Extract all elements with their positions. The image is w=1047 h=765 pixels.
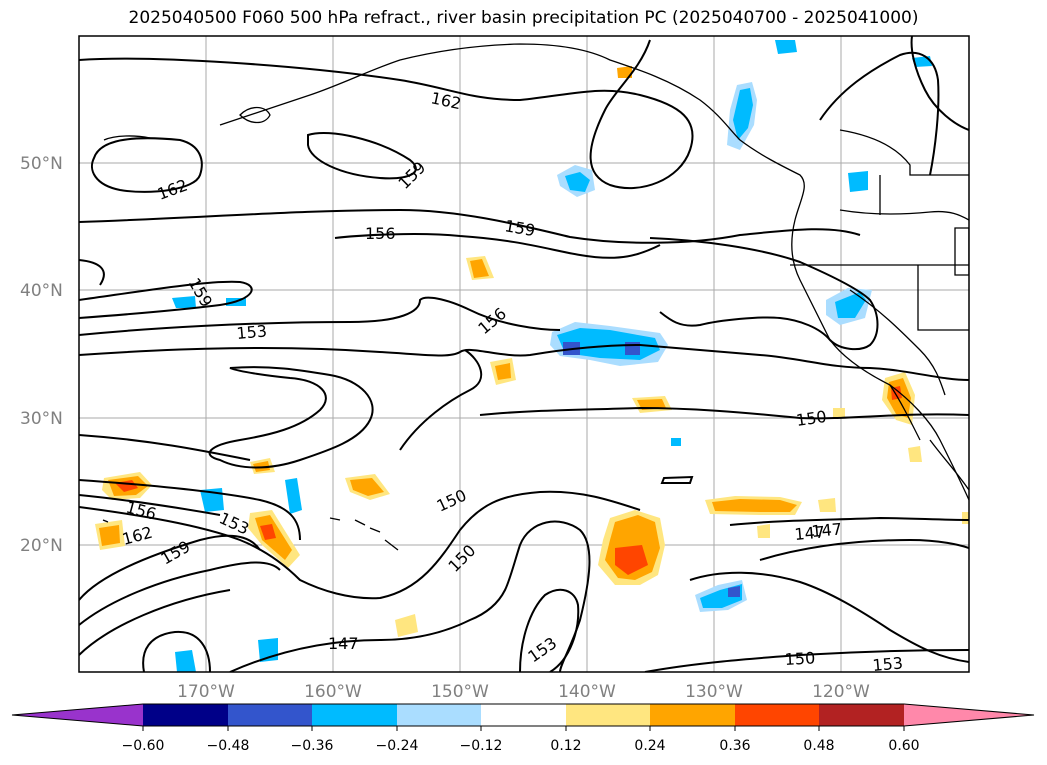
longitude-labels: 170°W 160°W 150°W 140°W 130°W 120°W (177, 682, 870, 702)
lat-label: 50°N (20, 154, 63, 174)
contour-label: 156 (365, 224, 396, 243)
map-frame (78, 35, 970, 673)
contour-label: 153 (236, 321, 268, 343)
refractivity-contours (79, 36, 969, 672)
colorbar-segment (228, 704, 312, 726)
colorbar-segment (481, 704, 566, 726)
figure-title: 2025040500 F060 500 hPa refract., river … (128, 8, 919, 28)
colorbar-segment (735, 704, 819, 726)
map-area (79, 36, 969, 672)
colorbar-segment (143, 704, 228, 726)
colorbar (11, 703, 1035, 731)
lat-label: 30°N (20, 409, 63, 429)
contour-label: 150 (795, 407, 828, 430)
colorbar-segment (312, 704, 397, 726)
colorbar-segment (650, 704, 735, 726)
colorbar-extend-low (12, 704, 143, 726)
precip-anomaly-fills (95, 40, 969, 672)
colorbar-tick-label: 0.60 (888, 738, 919, 754)
contour-label: 150 (784, 648, 815, 669)
colorbar-tick-label: −0.36 (291, 738, 334, 754)
lon-label: 160°W (304, 682, 362, 702)
contour-label: 147 (811, 519, 843, 541)
colorbar-segment (397, 704, 481, 726)
lat-label: 20°N (20, 536, 63, 556)
lon-label: 130°W (685, 682, 743, 702)
lon-label: 150°W (431, 682, 489, 702)
colorbar-tick-label: 0.12 (550, 738, 581, 754)
colorbar-tick-label: 0.48 (803, 738, 834, 754)
latitude-labels: 50°N 40°N 30°N 20°N (20, 154, 63, 556)
colorbar-tick-label: −0.24 (376, 738, 419, 754)
colorbar-segment (566, 704, 650, 726)
lon-label: 170°W (177, 682, 235, 702)
colorbar-segment (819, 704, 904, 726)
lon-label: 140°W (558, 682, 616, 702)
colorbar-tick-label: −0.60 (122, 738, 165, 754)
lon-label: 120°W (812, 682, 870, 702)
colorbar-tick-label: 0.36 (719, 738, 750, 754)
colorbar-tick-label: 0.24 (634, 738, 665, 754)
colorbar-tick-label: −0.12 (460, 738, 503, 754)
colorbar-extend-high (904, 704, 1034, 726)
colorbar-ticks: −0.60 −0.48 −0.36 −0.24 −0.12 0.12 0.24 … (122, 738, 920, 754)
coastlines (102, 43, 969, 551)
colorbar-tick-label: −0.48 (207, 738, 250, 754)
contour-label: 153 (872, 653, 904, 675)
lat-label: 40°N (20, 281, 63, 301)
contour-label: 147 (328, 634, 359, 653)
contour-label: 147 (794, 522, 826, 544)
